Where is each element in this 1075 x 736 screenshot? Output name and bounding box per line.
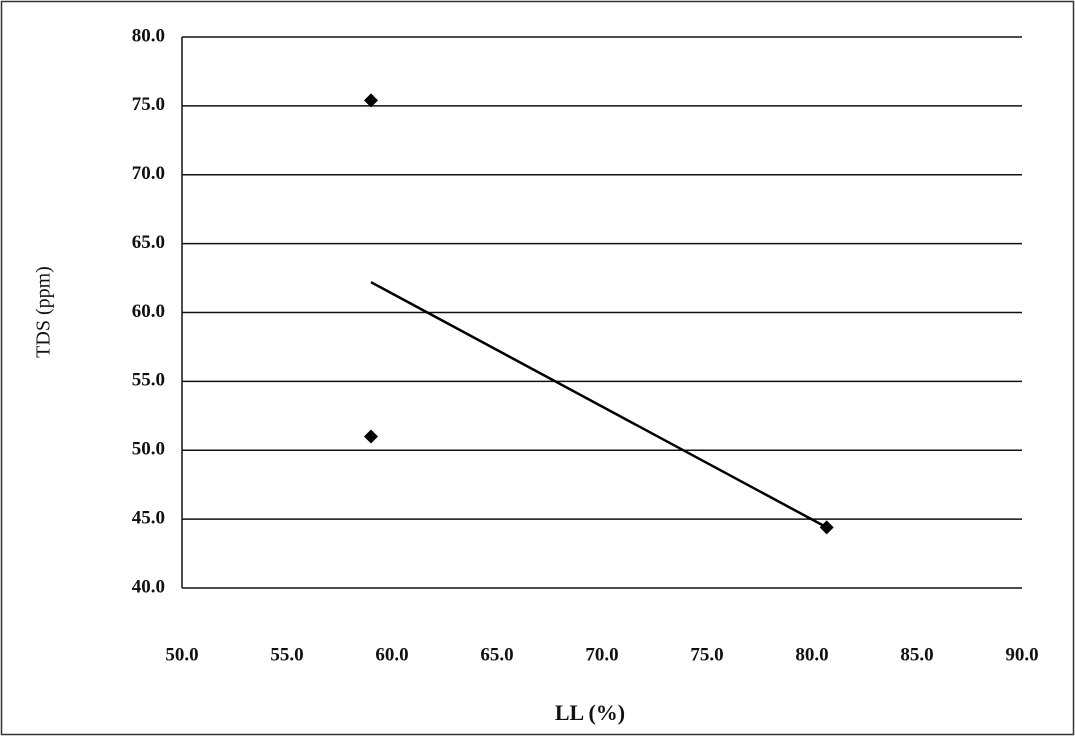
trendline <box>370 281 828 529</box>
y-tick-label: 75.0 <box>132 94 165 115</box>
x-tick-label: 60.0 <box>375 644 408 665</box>
x-axis-title: LL (%) <box>555 700 625 725</box>
point <box>364 93 378 108</box>
y-tick-label: 70.0 <box>132 163 165 184</box>
x-tick-label: 85.0 <box>900 644 933 665</box>
point <box>364 429 378 444</box>
y-axis-title: TDS (ppm) <box>33 266 55 358</box>
x-tick-label: 75.0 <box>690 644 723 665</box>
y-tick-label: 65.0 <box>132 232 165 253</box>
x-tick-label: 80.0 <box>795 644 828 665</box>
point <box>819 520 834 535</box>
y-tick-label: 80.0 <box>132 25 165 46</box>
y-tick-label: 40.0 <box>132 576 165 597</box>
y-tick-label: 50.0 <box>132 439 165 460</box>
x-tick-label: 65.0 <box>480 644 513 665</box>
y-tick-label: 45.0 <box>132 507 165 528</box>
x-tick-label: 50.0 <box>165 644 198 665</box>
y-tick-label: 60.0 <box>132 301 165 322</box>
x-tick-label: 55.0 <box>270 644 303 665</box>
x-tick-label: 90.0 <box>1005 644 1038 665</box>
x-tick-label: 70.0 <box>585 644 618 665</box>
y-tick-label: 55.0 <box>132 370 165 391</box>
